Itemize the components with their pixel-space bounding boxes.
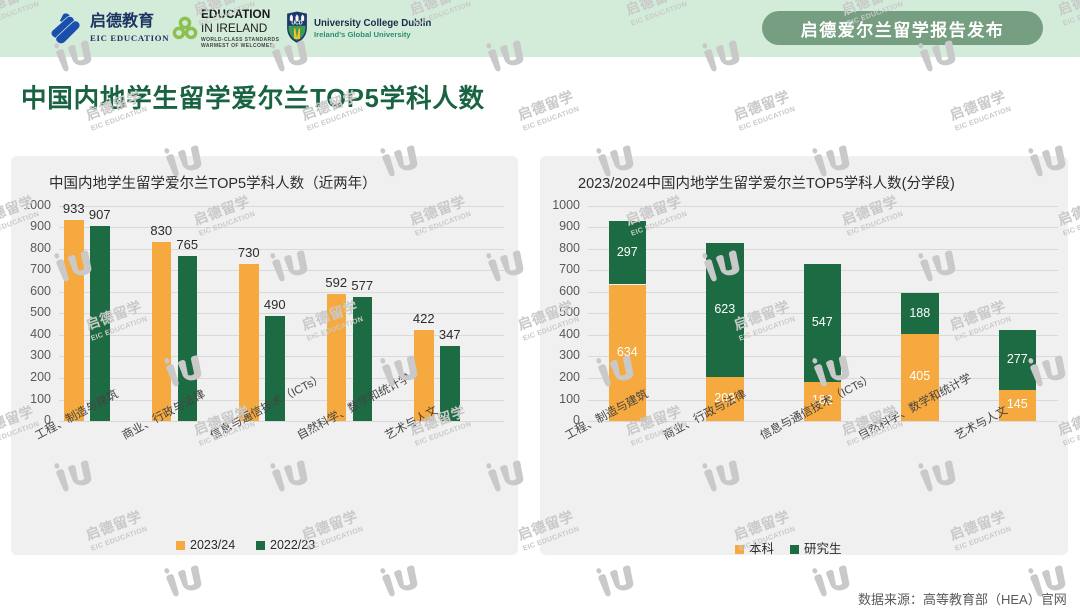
svg-text:UCD: UCD [291, 20, 303, 26]
